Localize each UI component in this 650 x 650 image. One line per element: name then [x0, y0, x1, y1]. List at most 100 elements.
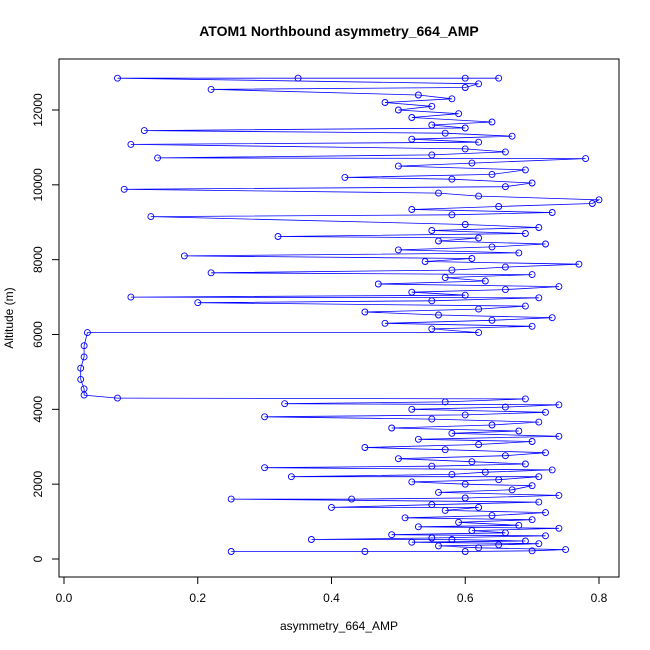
data-point — [127, 140, 135, 148]
x-axis-label: asymmetry_664_AMP — [280, 619, 398, 633]
data-point — [528, 322, 536, 330]
data-point — [555, 491, 563, 499]
data-point — [528, 271, 536, 279]
data-point — [521, 230, 529, 237]
x-tick-label: 0.6 — [457, 591, 474, 605]
y-tick-label: 0 — [31, 555, 45, 562]
data-point — [528, 516, 536, 524]
data-point — [261, 413, 269, 421]
data-point — [555, 401, 563, 409]
data-point — [361, 444, 369, 451]
y-tick-label: 8000 — [31, 246, 45, 273]
data-point — [501, 263, 509, 271]
data-point — [501, 452, 509, 460]
data-point — [441, 129, 449, 137]
data-point — [461, 291, 469, 299]
data-point — [588, 200, 596, 207]
data-point — [535, 540, 543, 548]
data-point — [521, 302, 529, 310]
data-point — [394, 162, 402, 170]
data-point — [227, 548, 235, 555]
data-point — [77, 375, 85, 383]
data-point — [408, 405, 416, 413]
data-point — [374, 280, 382, 288]
data-point — [495, 203, 503, 210]
data-point — [528, 482, 536, 490]
data-point — [535, 498, 543, 506]
data-point — [388, 424, 396, 432]
data-point — [80, 342, 88, 350]
data-point — [461, 494, 469, 502]
data-point — [488, 512, 496, 520]
data-point — [80, 385, 88, 393]
data-point — [441, 506, 449, 514]
data-point — [535, 473, 543, 481]
data-point — [414, 91, 422, 99]
data-point — [448, 211, 456, 219]
series-line — [80, 77, 601, 552]
data-point — [428, 462, 436, 470]
data-point — [515, 249, 523, 257]
data-point — [140, 127, 148, 135]
data-point — [408, 538, 416, 546]
data-point — [328, 503, 335, 511]
data-point — [508, 486, 516, 494]
data-point — [394, 455, 402, 463]
data-point — [548, 314, 556, 322]
data-point — [508, 132, 516, 140]
data-point — [461, 411, 469, 419]
data-point — [428, 534, 436, 542]
data-point — [435, 189, 442, 197]
data-point — [515, 427, 523, 435]
x-axis: 0.0 0.2 0.4 0.6 0.8 — [56, 576, 608, 605]
x-tick-label: 0.8 — [591, 591, 608, 605]
data-point — [281, 400, 289, 408]
data-point — [448, 95, 456, 103]
data-point — [414, 523, 422, 531]
data-point — [468, 255, 476, 262]
data-point — [441, 446, 449, 454]
data-point — [475, 305, 483, 313]
y-tick-label: 4000 — [31, 396, 45, 423]
data-point — [428, 415, 436, 423]
data-point — [488, 118, 496, 126]
data-point — [528, 438, 536, 445]
y-tick-label: 2000 — [31, 470, 45, 497]
data-point — [414, 435, 422, 443]
y-axis: 0 2000 4000 6000 8000 10000 12000 — [31, 93, 60, 562]
data-point — [548, 466, 556, 474]
data-point — [428, 121, 436, 129]
data-point — [475, 329, 483, 337]
data-point — [555, 524, 563, 532]
data-point — [428, 151, 436, 159]
data-point — [408, 114, 416, 121]
data-point — [77, 364, 85, 372]
data-point — [501, 148, 509, 156]
data-point — [555, 432, 563, 440]
data-point — [341, 173, 349, 181]
data-point — [381, 99, 389, 106]
data-point — [535, 418, 543, 426]
data-point — [435, 542, 442, 550]
x-tick-label: 0.4 — [323, 591, 340, 605]
chart-title: ATOM1 Northbound asymmetry_664_AMP — [199, 23, 479, 39]
data-point — [555, 283, 563, 291]
data-point — [381, 319, 389, 327]
data-point — [468, 159, 476, 167]
data-point — [408, 478, 416, 486]
data-point — [394, 246, 402, 254]
data-point — [461, 221, 469, 228]
data-point — [475, 544, 483, 552]
data-point — [461, 548, 469, 555]
data-point — [542, 408, 549, 416]
data-point — [408, 135, 416, 143]
data-point — [582, 155, 590, 163]
data-point — [227, 495, 235, 503]
data-point — [421, 258, 429, 265]
data-point — [408, 288, 416, 296]
data-point — [542, 449, 549, 457]
data-point — [448, 175, 456, 183]
data-point — [435, 311, 442, 319]
data-point — [481, 277, 489, 285]
data-point — [274, 233, 282, 240]
